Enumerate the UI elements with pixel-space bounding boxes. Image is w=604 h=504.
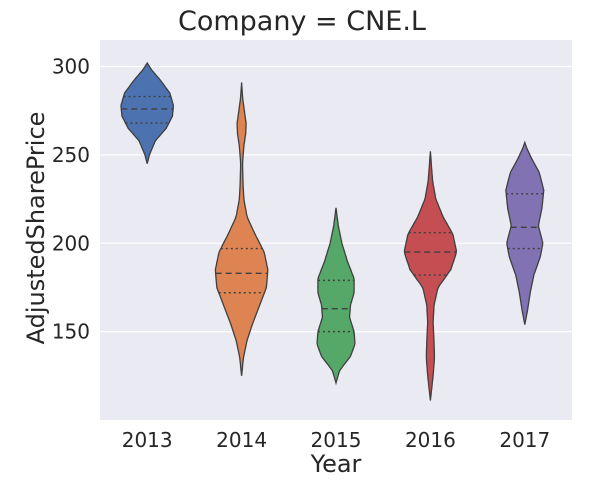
violin-2014 [214, 82, 269, 376]
y-tick-250: 250 [52, 143, 90, 167]
x-tick-2014: 2014 [216, 428, 267, 452]
violins [120, 61, 545, 401]
y-tick-200: 200 [52, 231, 90, 255]
x-tick-2013: 2013 [122, 428, 173, 452]
x-tick-2017: 2017 [499, 428, 550, 452]
x-axis-label: Year [310, 450, 362, 478]
y-tick-300: 300 [52, 55, 90, 79]
y-tick-150: 150 [52, 320, 90, 344]
chart-title: Company = CNE.L [178, 6, 426, 37]
violin-2017 [505, 140, 545, 325]
y-tick-labels: 150 200 250 300 [52, 55, 90, 344]
violin-2016 [403, 151, 458, 401]
x-tick-2015: 2015 [311, 428, 362, 452]
violin-2015 [316, 207, 356, 386]
x-tick-2016: 2016 [405, 428, 456, 452]
x-tick-labels: 2013 2014 2015 2016 2017 [122, 428, 551, 452]
violin-2013 [120, 61, 175, 164]
y-axis-label: AdjustedSharePrice [22, 112, 50, 345]
